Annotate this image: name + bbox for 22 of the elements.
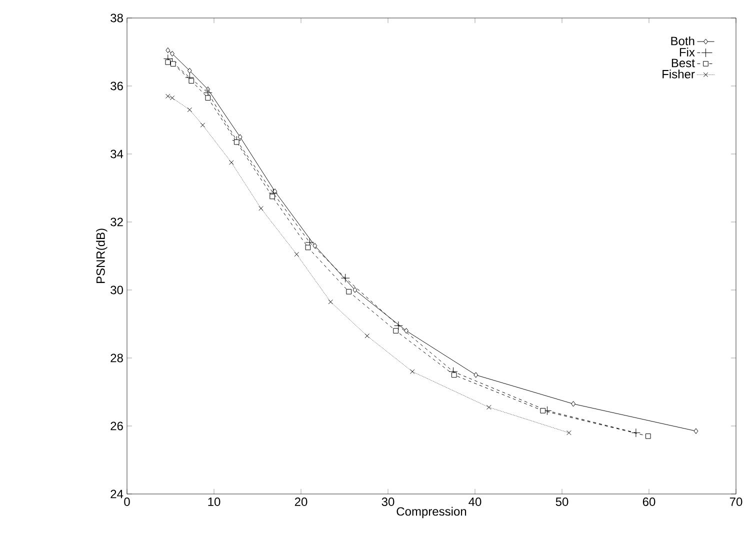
x-tick-label: 20 xyxy=(294,498,308,506)
x-tick-label: 70 xyxy=(730,498,742,506)
y-tick-label: 24 xyxy=(110,490,124,498)
x-tick-label: 30 xyxy=(382,498,394,506)
y-tick-label: 38 xyxy=(110,14,123,22)
x-tick-label: 50 xyxy=(556,498,568,506)
y-tick-label: 36 xyxy=(110,82,123,90)
y-axis-title: PSNR(dB) xyxy=(96,228,108,284)
y-tick-label: 32 xyxy=(110,218,123,226)
legend-label: Fisher xyxy=(662,70,695,78)
x-tick-label: 60 xyxy=(642,498,656,506)
x-tick-label: 10 xyxy=(208,498,220,506)
y-tick-label: 26 xyxy=(110,422,123,430)
y-tick-label: 28 xyxy=(110,354,123,362)
legend-label: Both xyxy=(671,36,694,46)
legend-label: Fix xyxy=(680,48,695,56)
x-tick-label: 0 xyxy=(124,498,130,506)
legend-label: Best xyxy=(672,58,695,68)
y-tick-label: 34 xyxy=(110,150,124,158)
y-tick-label: 30 xyxy=(110,286,124,294)
x-tick-label: 40 xyxy=(468,498,482,506)
x-axis-title: Compression xyxy=(396,506,466,518)
